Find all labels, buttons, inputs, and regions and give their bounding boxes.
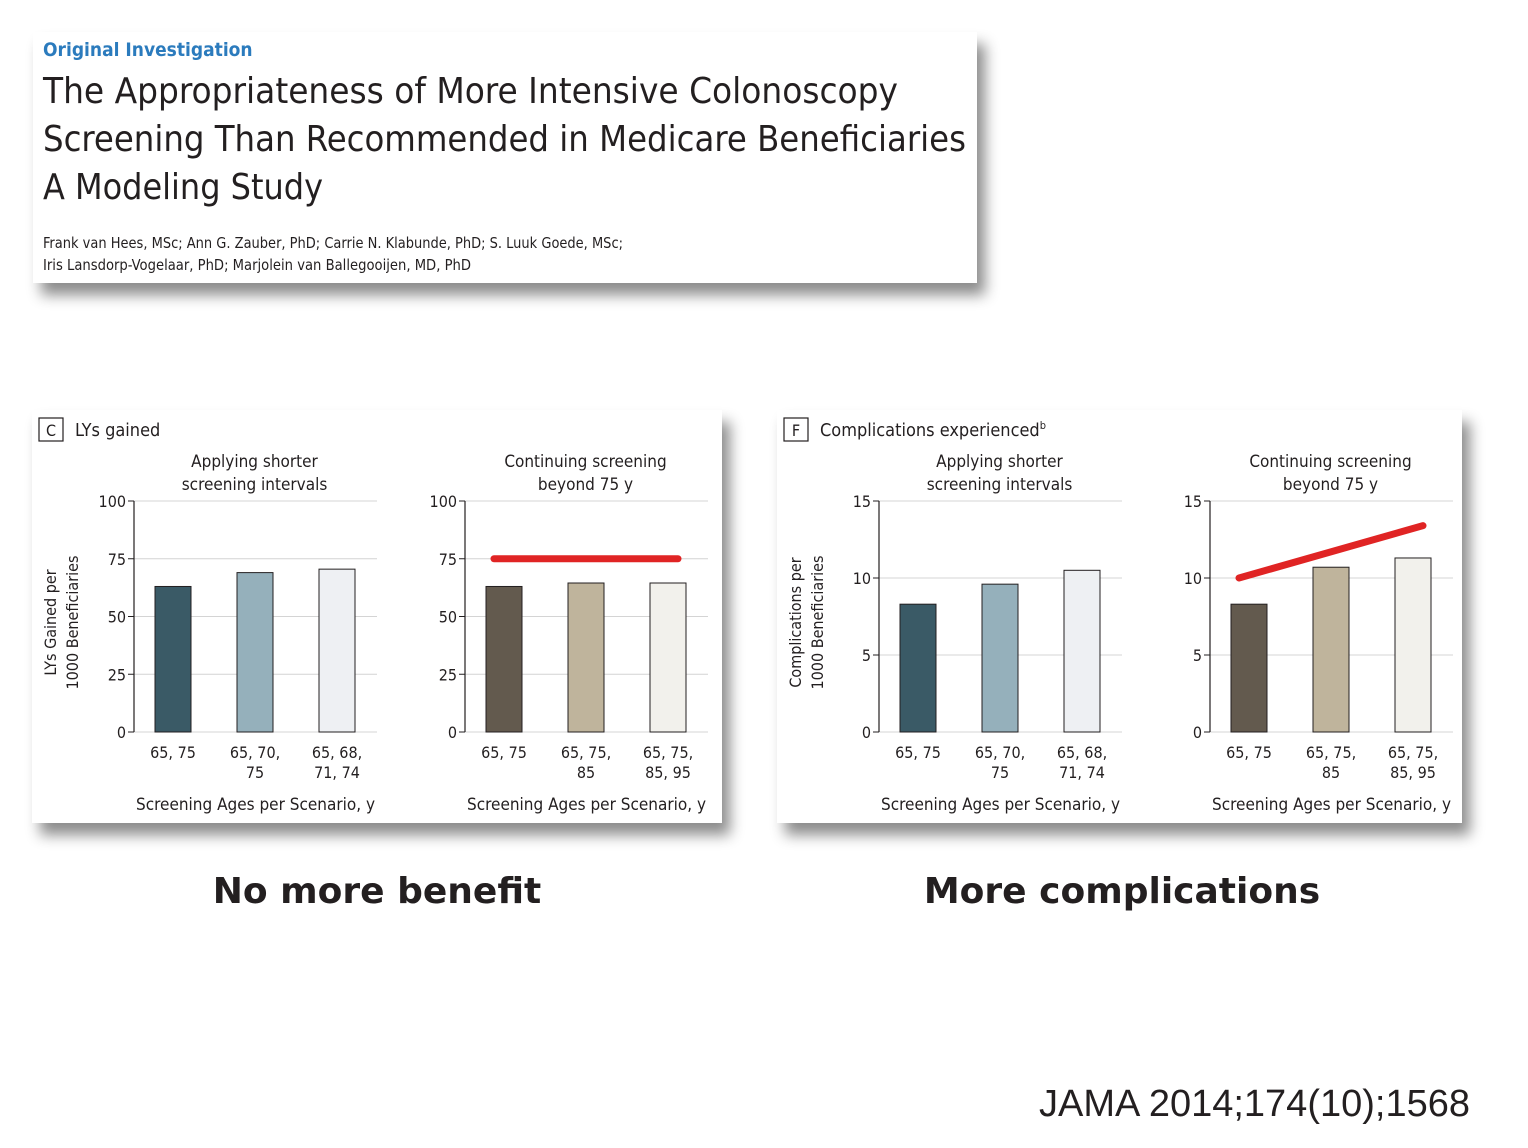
bar [1394, 557, 1432, 733]
chart-title: screening intervals [182, 475, 328, 495]
article-card [33, 32, 977, 283]
bar [899, 603, 937, 733]
y-tick-label: 50 [439, 608, 457, 627]
chart-title: Applying shorter [936, 452, 1063, 472]
y-tick-label: 15 [1184, 492, 1202, 511]
x-tick-label: 85 [1322, 763, 1340, 782]
x-tick-label: 65, 75 [895, 743, 941, 762]
chart-title: Continuing screening [1249, 452, 1411, 472]
bar [1063, 569, 1101, 733]
y-tick-label: 0 [448, 723, 457, 742]
bar [1312, 566, 1350, 733]
x-tick-label: 85, 95 [1390, 763, 1436, 782]
panel-label-box [783, 417, 809, 442]
y-tick-label: 10 [853, 569, 871, 588]
x-axis-label: Screening Ages per Scenario, y [136, 795, 375, 815]
y-tick-label: 0 [117, 723, 126, 742]
chart-title: beyond 75 y [538, 475, 633, 495]
bar [318, 568, 356, 733]
chart-title: Applying shorter [191, 452, 318, 472]
x-tick-label: 65, 68, [312, 743, 362, 762]
x-tick-label: 65, 70, [975, 743, 1025, 762]
panel-label: F [792, 421, 800, 440]
y-axis-label: 1000 Beneficiaries [808, 556, 827, 690]
x-tick-label: 65, 75, [1388, 743, 1438, 762]
y-tick-label: 75 [439, 550, 457, 569]
y-tick-label: 0 [862, 723, 871, 742]
y-tick-label: 5 [1193, 646, 1202, 665]
bar [567, 582, 605, 733]
authors: Iris Lansdorp-Vogelaar, PhD; Marjolein v… [43, 256, 471, 274]
y-tick-label: 100 [99, 492, 126, 511]
x-tick-label: 65, 75 [1226, 743, 1272, 762]
y-tick-label: 15 [853, 492, 871, 511]
caption: No more benefit [213, 871, 541, 912]
article-title: The Appropriateness of More Intensive Co… [42, 71, 898, 112]
y-tick-label: 10 [1184, 569, 1202, 588]
panel-label: C [46, 421, 56, 440]
y-axis-label: LYs Gained per [41, 569, 60, 675]
bar [485, 585, 523, 733]
y-tick-label: 100 [430, 492, 457, 511]
panel-label-box [38, 417, 64, 442]
x-tick-label: 65, 75, [1306, 743, 1356, 762]
x-tick-label: 71, 74 [1059, 763, 1105, 782]
x-tick-label: 65, 75 [150, 743, 196, 762]
y-tick-label: 75 [108, 550, 126, 569]
y-axis-label: Complications per [786, 557, 805, 687]
panel-title-text: Complications experienced [820, 420, 1040, 441]
citation: JAMA 2014;174(10);1568 [1039, 1083, 1470, 1125]
x-tick-label: 85, 95 [645, 763, 691, 782]
x-tick-label: 71, 74 [314, 763, 360, 782]
caption: More complications [924, 871, 1320, 912]
chart-title: screening intervals [927, 475, 1073, 495]
bar [649, 582, 687, 733]
panel-title: Complications experiencedb [820, 419, 1046, 441]
panel-title: LYs gained [75, 420, 160, 441]
chart-title: Continuing screening [504, 452, 666, 472]
bar [236, 572, 274, 733]
y-tick-label: 25 [439, 665, 457, 684]
y-axis-label: 1000 Beneficiaries [63, 556, 82, 690]
article-subtitle: A Modeling Study [43, 167, 323, 208]
bar [981, 583, 1019, 733]
article-label: Original Investigation [43, 39, 253, 61]
x-axis-label: Screening Ages per Scenario, y [881, 795, 1120, 815]
trend-line [1235, 522, 1427, 582]
x-axis-label: Screening Ages per Scenario, y [1212, 795, 1451, 815]
authors: Frank van Hees, MSc; Ann G. Zauber, PhD;… [43, 234, 623, 252]
bar [154, 585, 192, 733]
x-tick-label: 75 [246, 763, 264, 782]
x-tick-label: 65, 75, [643, 743, 693, 762]
x-tick-label: 65, 75, [561, 743, 611, 762]
x-tick-label: 65, 68, [1057, 743, 1107, 762]
bar [1230, 603, 1268, 733]
chart-title: beyond 75 y [1283, 475, 1378, 495]
x-tick-label: 85 [577, 763, 595, 782]
x-tick-label: 65, 70, [230, 743, 280, 762]
y-tick-label: 5 [862, 646, 871, 665]
article-title: Screening Than Recommended in Medicare B… [43, 119, 966, 160]
y-tick-label: 25 [108, 665, 126, 684]
panel-title-text: LYs gained [75, 420, 160, 441]
y-tick-label: 0 [1193, 723, 1202, 742]
x-axis-label: Screening Ages per Scenario, y [467, 795, 706, 815]
y-tick-label: 50 [108, 608, 126, 627]
x-tick-label: 65, 75 [481, 743, 527, 762]
x-tick-label: 75 [991, 763, 1009, 782]
footnote-mark: b [1040, 419, 1046, 432]
